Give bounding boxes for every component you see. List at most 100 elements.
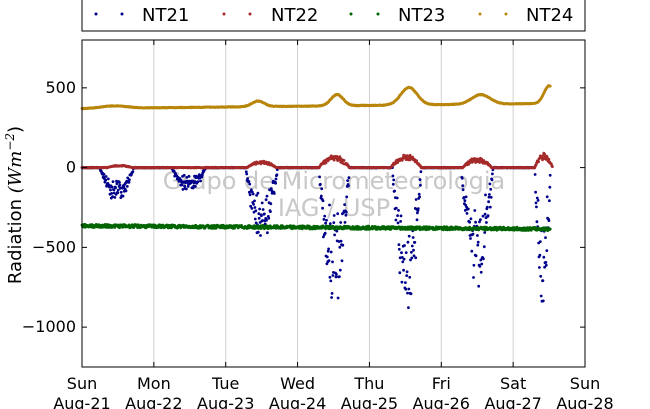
point-nt21-1075 bbox=[544, 236, 547, 240]
point-nt21-401 bbox=[253, 206, 257, 209]
point-nt21-420 bbox=[261, 208, 265, 211]
point-nt21-437 bbox=[269, 210, 272, 214]
point-nt21-567 bbox=[325, 218, 328, 222]
point-nt21-110 bbox=[127, 178, 131, 182]
point-nt21-1073 bbox=[543, 265, 546, 269]
point-nt21-563 bbox=[323, 214, 327, 218]
point-nt21-748 bbox=[403, 244, 406, 247]
point-nt21-739 bbox=[399, 220, 402, 223]
legend-entry-nt21: NT21 bbox=[94, 5, 189, 26]
x-tick-label-weekday-2: Tue bbox=[211, 374, 239, 393]
x-tick-label-date-4: Aug-25 bbox=[341, 394, 398, 409]
legend-marker-nt21 bbox=[94, 12, 98, 16]
point-nt21-618 bbox=[347, 184, 350, 188]
point-nt21-893 bbox=[465, 212, 469, 215]
point-nt21-1053 bbox=[534, 201, 538, 205]
point-nt21-555 bbox=[319, 194, 323, 198]
point-nt21-263 bbox=[194, 185, 197, 188]
point-nt21-760 bbox=[408, 275, 412, 279]
point-nt21-759 bbox=[407, 234, 411, 238]
point-nt21-1084 bbox=[548, 199, 551, 203]
point-nt21-561 bbox=[322, 218, 326, 221]
point-nt21-596 bbox=[337, 240, 341, 243]
point-nt21-580 bbox=[330, 292, 334, 295]
point-nt21-593 bbox=[336, 212, 340, 216]
point-nt21-886 bbox=[462, 196, 466, 199]
point-nt21-559 bbox=[321, 199, 325, 203]
point-nt21-949 bbox=[489, 195, 493, 199]
point-nt21-384 bbox=[246, 177, 250, 180]
point-nt21-409 bbox=[256, 230, 260, 234]
point-nt21-947 bbox=[488, 205, 492, 209]
point-nt21-1054 bbox=[535, 205, 538, 209]
point-nt21-1056 bbox=[535, 196, 539, 200]
point-nt21-1076 bbox=[544, 261, 548, 264]
point-nt21-619 bbox=[347, 176, 351, 180]
x-tick-label-weekday-1: Mon bbox=[137, 374, 171, 393]
legend-label-nt23: NT23 bbox=[398, 5, 445, 26]
point-nt21-902 bbox=[469, 217, 473, 221]
point-nt21-1071 bbox=[542, 255, 546, 259]
point-nt21-95 bbox=[121, 194, 125, 198]
point-nt21-87 bbox=[118, 181, 121, 184]
point-nt21-610 bbox=[343, 221, 347, 224]
point-nt22-1083 bbox=[547, 158, 551, 161]
point-nt21-729 bbox=[394, 206, 398, 210]
y-axis-label-unit: (Wm bbox=[5, 151, 26, 194]
point-nt21-768 bbox=[411, 236, 415, 239]
point-nt21-56 bbox=[104, 175, 108, 178]
point-nt21-782 bbox=[417, 192, 421, 196]
point-nt23-846 bbox=[445, 225, 449, 229]
point-nt21-582 bbox=[331, 274, 335, 277]
point-nt21-387 bbox=[247, 180, 251, 183]
point-nt21-597 bbox=[338, 275, 341, 278]
point-nt21-1086 bbox=[548, 173, 552, 177]
point-nt21-423 bbox=[263, 212, 266, 216]
grid-lines bbox=[153, 40, 514, 367]
point-nt22-760 bbox=[408, 158, 412, 162]
point-nt21-84 bbox=[116, 188, 120, 192]
point-nt21-402 bbox=[253, 217, 257, 221]
point-nt21-1085 bbox=[548, 185, 552, 189]
point-nt21-743 bbox=[400, 256, 404, 259]
legend-marker-nt23-b bbox=[376, 12, 380, 16]
point-nt21-948 bbox=[489, 187, 493, 191]
point-nt21-746 bbox=[402, 268, 405, 272]
point-nt21-940 bbox=[485, 205, 489, 209]
point-nt21-1078 bbox=[545, 249, 549, 253]
x-tick-label-weekday-4: Thu bbox=[353, 374, 384, 393]
y-tick-label-0: 500 bbox=[45, 78, 76, 97]
point-nt21-411 bbox=[257, 216, 261, 220]
point-nt21-106 bbox=[126, 176, 130, 180]
point-nt21-575 bbox=[328, 275, 332, 279]
point-nt21-397 bbox=[251, 192, 255, 196]
point-nt21-601 bbox=[339, 239, 343, 243]
legend: NT21 NT22 NT23 NT24 bbox=[81, 0, 586, 32]
point-nt21-446 bbox=[272, 192, 276, 195]
point-nt21-1051 bbox=[533, 173, 537, 176]
point-nt21-565 bbox=[324, 221, 327, 225]
point-nt21-599 bbox=[338, 268, 342, 272]
point-nt21-920 bbox=[477, 284, 481, 288]
point-nt21-754 bbox=[405, 270, 409, 274]
point-nt21-66 bbox=[109, 188, 112, 192]
point-nt21-742 bbox=[400, 280, 404, 284]
point-nt21-109 bbox=[127, 180, 131, 184]
x-tick-label-date-5: Aug-26 bbox=[413, 394, 470, 409]
point-nt21-924 bbox=[479, 218, 482, 222]
x-tick-label-weekday-5: Fri bbox=[432, 374, 451, 393]
point-nt22-566 bbox=[324, 161, 328, 165]
point-nt21-70 bbox=[110, 185, 114, 189]
series-nt22 bbox=[80, 151, 554, 170]
point-nt21-262 bbox=[193, 180, 197, 183]
point-nt23-1086 bbox=[548, 227, 552, 231]
x-tick-label-weekday-3: Wed bbox=[280, 374, 315, 393]
point-nt21-577 bbox=[329, 279, 333, 283]
point-nt21-614 bbox=[345, 195, 349, 199]
point-nt21-410 bbox=[257, 212, 261, 216]
point-nt21-936 bbox=[484, 193, 487, 197]
point-nt22-598 bbox=[338, 155, 342, 159]
point-nt21-914 bbox=[474, 254, 478, 258]
point-nt21-913 bbox=[474, 220, 477, 224]
